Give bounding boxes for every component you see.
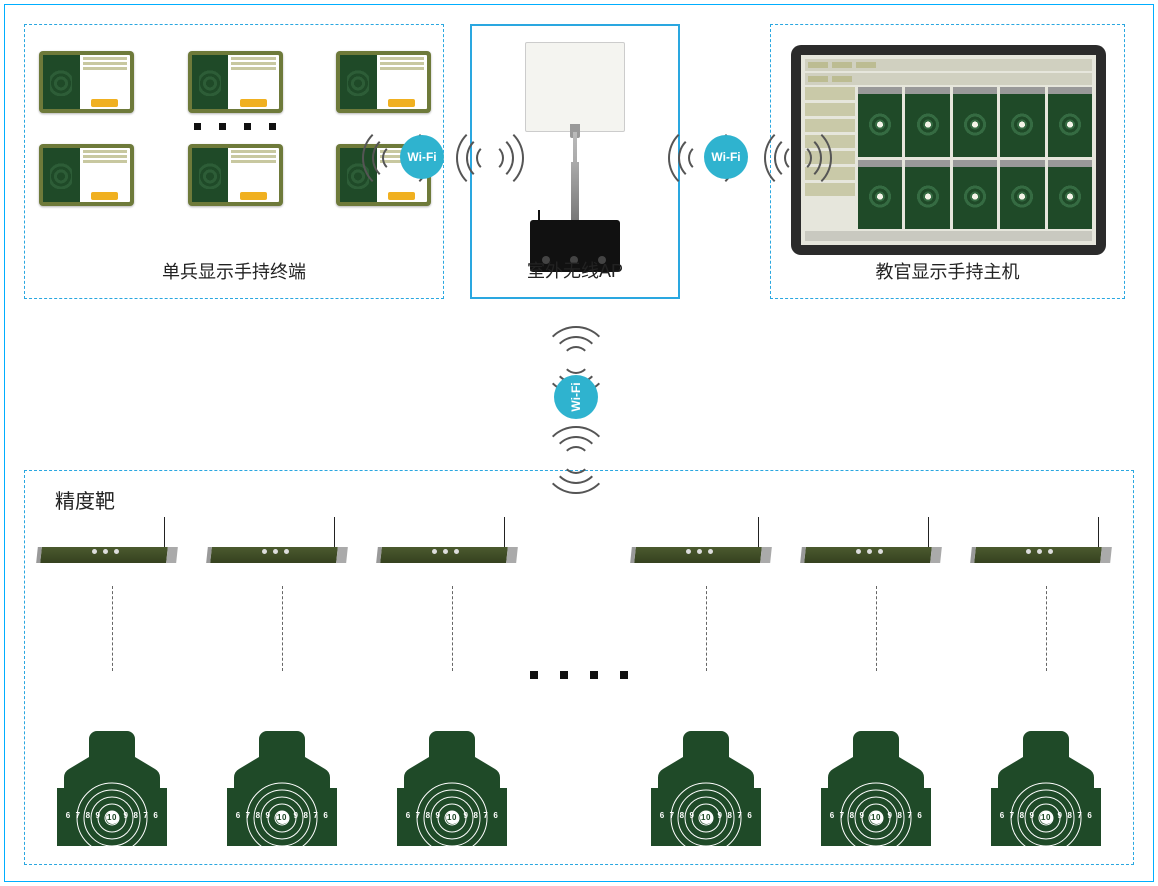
ring-numbers: 6789109876 xyxy=(816,811,936,824)
targets-panel-label: 精度靶 xyxy=(55,485,115,514)
target-silhouette: 6789109876 xyxy=(52,726,172,846)
target-silhouette: 6789109876 xyxy=(986,726,1106,846)
wifi-badge-left: Wi-Fi xyxy=(400,135,444,179)
ring-numbers: 6789109876 xyxy=(392,811,512,824)
wifi-waves-icon xyxy=(758,118,838,198)
soldier-handheld xyxy=(336,51,431,113)
ap-panel-label: 室外无线AP xyxy=(472,257,678,283)
sensor-row xyxy=(37,535,1121,575)
instructor-tablet-icon xyxy=(791,45,1106,255)
soldier-handheld xyxy=(188,144,283,206)
target-silhouette: 6789109876 xyxy=(816,726,936,846)
ellipsis-dots xyxy=(25,671,1133,679)
targets-row: 6789109876 6789109876 6789109876 6789109… xyxy=(37,726,1121,846)
ring-numbers: 6789109876 xyxy=(646,811,766,824)
soldier-handheld xyxy=(39,144,134,206)
ring-numbers: 6789109876 xyxy=(986,811,1106,824)
target-sensor xyxy=(37,535,187,575)
connector-lines xyxy=(37,586,1121,671)
wifi-waves-icon xyxy=(536,420,616,500)
soldier-handheld xyxy=(188,51,283,113)
soldier-panel-label: 单兵显示手持终端 xyxy=(25,258,443,284)
target-silhouette: 6789109876 xyxy=(392,726,512,846)
target-sensor xyxy=(801,535,951,575)
wifi-badge-right: Wi-Fi xyxy=(704,135,748,179)
precision-targets-panel: 精度靶 6789109876 xyxy=(24,470,1134,865)
target-sensor xyxy=(631,535,781,575)
wifi-waves-icon xyxy=(450,118,530,198)
wifi-badge-down: Wi-Fi xyxy=(554,375,598,419)
target-silhouette: 6789109876 xyxy=(646,726,766,846)
target-sensor xyxy=(377,535,527,575)
soldier-handheld xyxy=(39,51,134,113)
instructor-panel-label: 教官显示手持主机 xyxy=(771,258,1124,284)
target-sensor xyxy=(207,535,357,575)
ring-numbers: 6789109876 xyxy=(222,811,342,824)
ring-numbers: 6789109876 xyxy=(52,811,172,824)
target-silhouette: 6789109876 xyxy=(222,726,342,846)
target-sensor xyxy=(971,535,1121,575)
